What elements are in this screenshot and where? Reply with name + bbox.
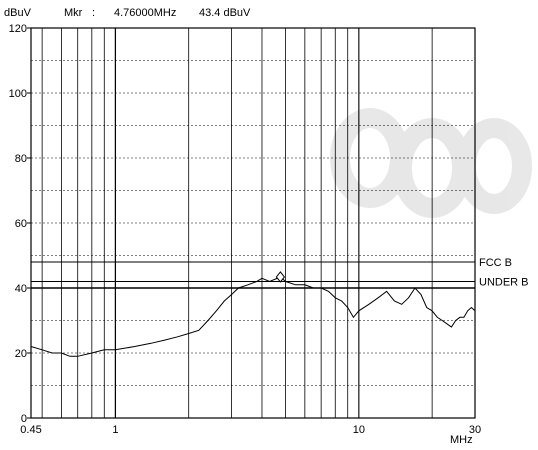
marker-diamond: [275, 271, 286, 283]
watermark-ring: [456, 118, 532, 214]
grid: [31, 28, 476, 418]
limit-line-label: FCC B: [479, 257, 512, 269]
y-tick-label: 80: [15, 153, 27, 165]
limit-line-label: UNDER B: [479, 277, 529, 289]
x-tick-label: 0.45: [20, 424, 41, 436]
y-tick-label: 40: [15, 283, 27, 295]
marker-separator: :: [92, 7, 95, 19]
tick-labels: 0 20 40 60 80 100 120 0.45 1 10 30: [9, 23, 481, 436]
marker-prefix: Mkr: [64, 7, 83, 19]
marker-frequency: 4.76000MHz: [114, 7, 176, 19]
y-tick-label: 100: [9, 88, 27, 100]
limit-lines: FCC B UNDER B: [31, 257, 529, 289]
emission-trace: [30, 276, 476, 357]
y-axis-label: dBuV: [4, 7, 32, 19]
y-tick-label: 120: [9, 23, 27, 35]
y-tick-label: 20: [15, 348, 27, 360]
watermark: [330, 108, 532, 218]
x-tick-label: 30: [469, 424, 481, 436]
y-tick-label: 0: [21, 413, 27, 425]
y-tick-label: 60: [15, 218, 27, 230]
marker-level: 43.4 dBuV: [199, 7, 251, 19]
x-axis-label: MHz: [450, 434, 473, 446]
x-tick-label: 10: [353, 424, 365, 436]
x-tick-label: 1: [112, 424, 118, 436]
trace-group: [30, 271, 476, 357]
